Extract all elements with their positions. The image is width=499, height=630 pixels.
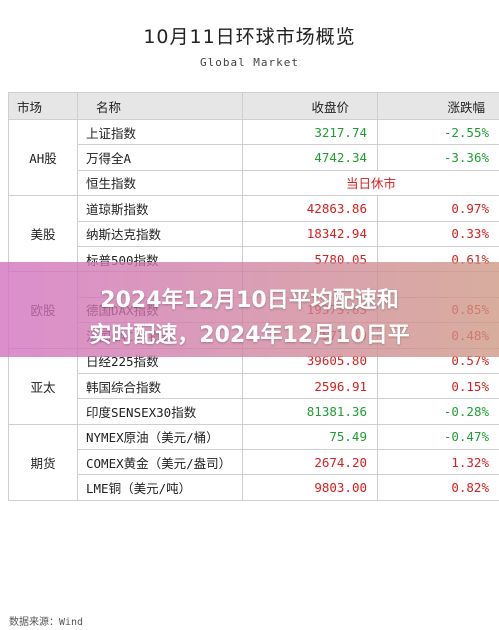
change-percent-cell: 1.32%	[377, 449, 499, 476]
banner-line-2: 实时配速，2024年12月10日平	[89, 323, 410, 348]
index-name-cell: 韩国综合指数	[77, 372, 243, 400]
close-price-cell: 2674.20	[242, 449, 378, 476]
page-subtitle: Global Market	[199, 56, 300, 69]
market-closed-status: 当日休市	[242, 169, 499, 197]
table-row: COMEX黄金（美元/盎司） 2674.20 1.32%	[9, 449, 499, 476]
change-percent-cell: 0.82%	[377, 474, 499, 501]
change-percent-cell: 0.15%	[377, 372, 499, 400]
change-percent-cell: 0.97%	[377, 195, 499, 222]
index-name-cell: 印度SENSEX30指数	[77, 398, 243, 425]
index-name-cell: 上证指数	[77, 118, 243, 146]
change-percent-cell: 0.33%	[377, 220, 499, 247]
index-name-cell: COMEX黄金（美元/盎司）	[77, 449, 243, 476]
close-price-cell: 18342.94	[242, 220, 378, 247]
index-name-cell: 万得全A	[77, 144, 243, 171]
close-price-cell: 42863.86	[242, 195, 378, 222]
data-source: 数据来源：Wind	[9, 617, 84, 628]
header-name: 名称	[77, 92, 243, 120]
index-name-cell: 恒生指数	[77, 169, 243, 197]
table-row: LME铜（美元/吨） 9803.00 0.82%	[9, 474, 499, 501]
close-price-cell: 75.49	[242, 423, 378, 451]
change-percent-cell: -0.47%	[377, 423, 499, 451]
table-row: 美股 道琼斯指数 42863.86 0.97%	[8, 195, 499, 273]
table-row: 韩国综合指数 2596.91 0.15%	[9, 372, 499, 400]
header-close: 收盘价	[242, 92, 378, 120]
close-price-cell: 2596.91	[242, 372, 378, 400]
header-change: 涨跌幅	[377, 92, 499, 120]
change-percent-cell: -3.36%	[377, 144, 499, 171]
table-row: 万得全A 4742.34 -3.36%	[9, 144, 499, 171]
index-name-cell: LME铜（美元/吨）	[77, 474, 243, 501]
index-name-cell: NYMEX原油（美元/桶）	[77, 423, 243, 451]
banner-line-1: 2024年12月10日平均配速和	[100, 288, 399, 313]
table-row: 印度SENSEX30指数 81381.36 -0.28%	[9, 398, 499, 425]
close-price-cell: 3217.74	[242, 118, 378, 146]
table-row: AH股 上证指数 3217.74 -2.55%	[8, 118, 499, 197]
close-price-cell: 9803.00	[242, 474, 378, 501]
change-percent-cell: -2.55%	[377, 118, 499, 146]
market-cell: 亚太	[8, 347, 78, 425]
table-row: 期货 NYMEX原油（美元/桶） 75.49 -0.47%	[8, 423, 499, 501]
market-cell: 美股	[8, 195, 78, 273]
close-price-cell: 81381.36	[242, 398, 378, 425]
table-header-row: 市场 名称 收盘价 涨跌幅	[8, 92, 499, 120]
close-price-cell: 4742.34	[242, 144, 378, 171]
market-cell: 期货	[8, 423, 78, 501]
index-name-cell: 道琼斯指数	[77, 195, 243, 222]
table-row: 纳斯达克指数 18342.94 0.33%	[9, 220, 499, 247]
overlay-banner: 2024年12月10日平均配速和 实时配速，2024年12月10日平	[0, 262, 499, 357]
index-name-cell: 纳斯达克指数	[77, 220, 243, 247]
header-market: 市场	[8, 92, 78, 120]
market-cell: AH股	[8, 118, 78, 197]
page-title: 10月11日环球市场概览	[143, 26, 356, 48]
change-percent-cell: -0.28%	[377, 398, 499, 425]
table-row: 恒生指数 当日休市	[9, 169, 499, 197]
